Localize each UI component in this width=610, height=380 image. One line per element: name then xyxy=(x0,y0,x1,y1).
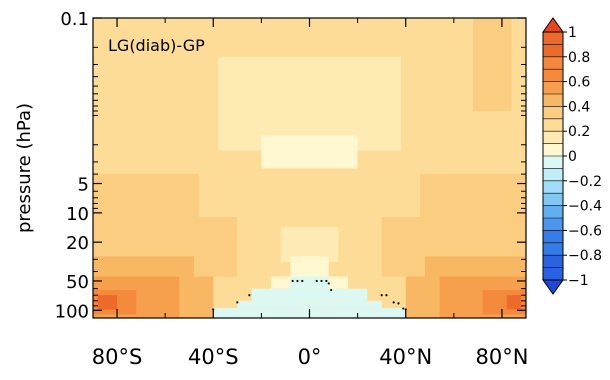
colorbar-tick-label-0: 1 xyxy=(568,25,577,41)
colorbar-tick-label-8: −0.6 xyxy=(568,223,602,239)
stipple-dot-2 xyxy=(301,279,304,283)
heatmap-cell-11 xyxy=(424,256,526,277)
colorbar: 1 0.8 0.6 0.4 0.2 0 −0.2 −0.4 −0.6 −0.8 −1 xyxy=(542,17,602,295)
stipple-dot-13 xyxy=(392,301,395,304)
heatmap-cell-3 xyxy=(93,18,166,175)
heatmap-cell-25 xyxy=(237,300,382,309)
heatmap-cell-15 xyxy=(405,276,440,318)
heatmap-cell-5 xyxy=(473,18,512,111)
colorbar-tick-label-2: 0.6 xyxy=(568,75,590,91)
colorbar-swatch-14 xyxy=(543,218,563,231)
colorbar-tick-label-9: −0.8 xyxy=(568,248,602,264)
colorbar-swatch-3 xyxy=(543,81,563,94)
colorbar-top-arrow xyxy=(542,17,564,33)
colorbar-swatch-5 xyxy=(543,106,563,119)
axes: 80°S 40°S 0° 40°N 80°N 0.1 5 10 20 50 100 xyxy=(55,9,529,369)
stipple-dot-3 xyxy=(315,279,318,283)
heatmap-cell-18 xyxy=(97,295,118,310)
heatmap-cell-24 xyxy=(251,288,368,301)
x-tick-label-3: 40°N xyxy=(379,345,432,369)
x-tick-label-2: 0° xyxy=(298,345,322,369)
colorbar-swatch-4 xyxy=(543,94,563,107)
heatmap-cell-20 xyxy=(280,227,339,263)
y-tick-label-2: 10 xyxy=(66,204,89,225)
x-tick-label-1: 40°S xyxy=(188,345,239,369)
colorbar-tick-label-1: 0.8 xyxy=(568,50,590,66)
colorbar-tick-label-7: −0.4 xyxy=(568,199,602,215)
colorbar-tick-label-4: 0.2 xyxy=(568,124,590,140)
stipple-dot-12 xyxy=(330,288,333,292)
y-tick-label-1: 5 xyxy=(78,175,89,196)
colorbar-tick-label-3: 0.4 xyxy=(568,99,590,115)
heatmap-cell-2 xyxy=(261,135,358,169)
heatmap-cell-1 xyxy=(218,56,401,151)
heatmap-cell-23 xyxy=(290,276,329,289)
colorbar-tick-label-6: −0.2 xyxy=(568,174,602,190)
stipple-dot-6 xyxy=(327,282,330,285)
colorbar-swatch-13 xyxy=(543,205,563,218)
stipple-dot-14 xyxy=(397,302,400,305)
stipple-dot-10 xyxy=(380,294,383,297)
y-tick-label-3: 20 xyxy=(66,233,89,254)
colorbar-swatch-12 xyxy=(543,193,563,206)
chart-title: LG(diab)-GP xyxy=(108,36,205,55)
stipple-dot-7 xyxy=(248,294,251,297)
heatmap-cell-19 xyxy=(506,295,522,310)
plot-area xyxy=(93,18,526,318)
stipple-dot-1 xyxy=(296,279,299,283)
stipple-dot-4 xyxy=(320,279,323,283)
colorbar-swatch-8 xyxy=(543,143,563,156)
stipple-dot-15 xyxy=(402,307,405,310)
colorbar-swatch-6 xyxy=(543,118,563,132)
colorbar-swatch-7 xyxy=(543,131,563,144)
colorbar-swatch-11 xyxy=(543,180,563,194)
heatmap-cell-14 xyxy=(179,276,214,318)
colorbar-swatch-9 xyxy=(543,156,563,169)
stipple-dot-0 xyxy=(291,279,294,283)
y-axis-label: pressure (hPa) xyxy=(14,103,35,233)
stipple-dot-5 xyxy=(325,279,328,283)
y-tick-label-5: 100 xyxy=(55,301,89,322)
x-tick-label-4: 80°N xyxy=(475,345,528,369)
stipple-dot-8 xyxy=(236,301,239,304)
colorbar-tick-label-5: 0 xyxy=(568,149,577,165)
colorbar-bottom-arrow xyxy=(542,279,564,295)
heatmap-cell-10 xyxy=(93,256,195,277)
x-tick-label-0: 80°S xyxy=(92,345,143,369)
y-tick-label-0: 0.1 xyxy=(60,9,89,30)
colorbar-swatch-10 xyxy=(543,168,563,181)
stipple-dot-11 xyxy=(385,294,388,297)
y-tick-label-4: 50 xyxy=(66,272,89,293)
colorbar-tick-label-10: −1 xyxy=(568,273,589,289)
heatmap-cell-21 xyxy=(290,256,329,277)
